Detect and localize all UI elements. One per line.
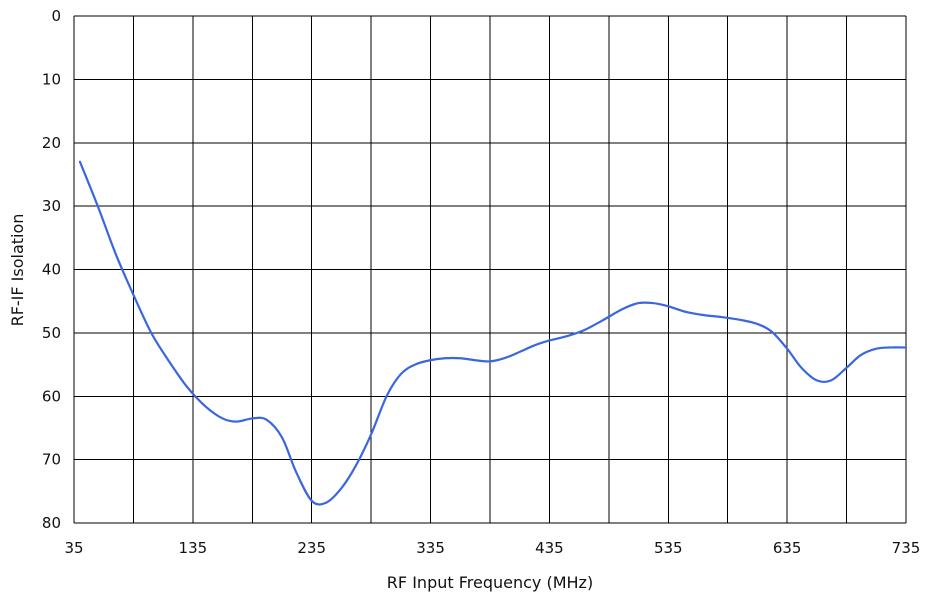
x-tick-label-535: 535 xyxy=(654,539,683,557)
x-tick-label-335: 335 xyxy=(416,539,445,557)
y-tick-label-80: 80 xyxy=(42,514,61,532)
y-axis-label: RF-IF Isolation xyxy=(8,214,27,327)
x-tick-label-35: 35 xyxy=(64,539,83,557)
x-tick-label-135: 135 xyxy=(179,539,208,557)
x-tick-label-635: 635 xyxy=(773,539,802,557)
y-tick-label-50: 50 xyxy=(42,324,61,342)
y-tick-label-40: 40 xyxy=(42,261,61,279)
grid xyxy=(73,15,907,524)
y-tick-label-60: 60 xyxy=(42,387,61,405)
y-tick-label-0: 0 xyxy=(51,7,61,25)
y-tick-label-20: 20 xyxy=(42,134,61,152)
x-tick-label-735: 735 xyxy=(892,539,921,557)
y-tick-label-30: 30 xyxy=(42,197,61,215)
x-tick-label-435: 435 xyxy=(535,539,564,557)
y-tick-label-10: 10 xyxy=(42,70,61,88)
tick-labels: 35 135 235 335 435 535 635 735 0 10 20 30 40 50 60 70 80 xyxy=(42,7,920,557)
series-line xyxy=(78,160,908,506)
y-tick-label-70: 70 xyxy=(42,451,61,469)
x-tick-label-235: 235 xyxy=(297,539,326,557)
x-axis-label: RF Input Frequency (MHz) xyxy=(387,573,593,592)
